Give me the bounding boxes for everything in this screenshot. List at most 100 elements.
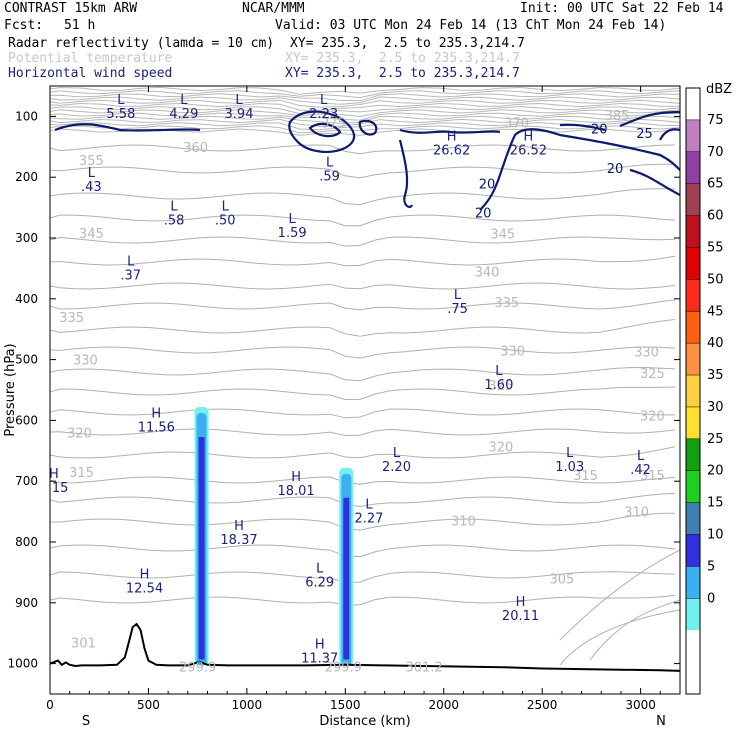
wind-contour-line (54, 123, 201, 132)
extremum-kind: H (524, 130, 534, 145)
wind-contour-line (629, 168, 680, 196)
extremum-kind: L (495, 364, 503, 379)
fcst-value: 51 h (64, 18, 96, 33)
x-tick-label: 1500 (330, 698, 361, 712)
terrain-line (50, 622, 680, 672)
extremum-kind: L (566, 446, 574, 461)
extremum-kind: L (365, 498, 373, 513)
theta-label: 340 (475, 265, 500, 280)
theta-contour-line (50, 446, 676, 459)
theta-contour-line (50, 594, 676, 606)
colorbar-label: 35 (707, 368, 724, 383)
extremum-kind: L (637, 449, 645, 464)
extremum-value: 11.56 (138, 420, 175, 435)
field-reflectivity-xy: XY= 235.3, 2.5 to 235.3,214.7 (290, 36, 525, 51)
extremum-kind: L (393, 446, 401, 461)
x-tick-label: 3000 (625, 698, 656, 712)
colorbar-swatch (686, 279, 700, 312)
extremum-kind: H (315, 637, 325, 652)
theta-contour-line (50, 282, 676, 290)
theta-label: 320 (67, 427, 92, 442)
wind-contour-label: 20 (591, 123, 608, 138)
y-axis-label: Pressure (hPa) (3, 343, 18, 436)
theta-label: 325 (488, 379, 513, 394)
extremum-kind: H (49, 467, 59, 482)
reflectivity-columns (194, 407, 354, 666)
wind-contour-label: 20 (475, 206, 492, 221)
colorbar-swatch (686, 566, 700, 599)
theta-contours (50, 86, 680, 666)
y-tick-label: 100 (15, 109, 38, 123)
extremum-value: 2.27 (354, 512, 383, 527)
theta-label: 330 (634, 346, 659, 361)
wind-contour-line (398, 139, 414, 209)
extremum-value: .42 (630, 463, 651, 478)
y-tick-label: 900 (15, 596, 38, 610)
x-tick-label: 2500 (527, 698, 558, 712)
extremum-kind: H (140, 567, 150, 582)
extremum-value: .50 (215, 214, 236, 229)
theta-contour-line (50, 366, 676, 382)
extremum-kind: L (127, 254, 135, 269)
extremum-kind: H (291, 470, 301, 485)
init-time: Init: 00 UTC Sat 22 Feb 14 (520, 1, 724, 16)
y-tick-label: 300 (15, 231, 38, 245)
colorbar-swatch (686, 470, 700, 503)
extremum-value: 1.59 (278, 226, 307, 241)
wind-contours (54, 110, 680, 211)
colorbar-swatch (686, 247, 700, 280)
extremum-kind: L (289, 212, 297, 227)
colorbar-swatch (686, 88, 700, 120)
x-tick-label: 0 (46, 698, 54, 712)
wind-contour-label: 20 (479, 177, 496, 192)
extremum-value: 3.94 (225, 107, 254, 122)
theta-contour-line (50, 125, 680, 134)
reflectivity-column-max (198, 437, 205, 660)
extremum-value: .75 (447, 302, 468, 317)
theta-label: 310 (451, 515, 476, 530)
theta-label: 320 (488, 441, 513, 456)
colorbar-swatch (686, 598, 700, 631)
wind-contour-line (288, 110, 356, 154)
extremum-kind: L (235, 93, 243, 108)
theta-label: 301.2 (405, 661, 442, 676)
theta-contour-line (559, 549, 680, 641)
theta-contour-line (50, 96, 680, 105)
theta-contour-line (50, 299, 676, 311)
colorbar-frame (685, 87, 701, 695)
y-tick-label: 400 (15, 292, 38, 306)
field-theta-xy: XY= 235.3, 2.5 to 235.3,214.7 (285, 51, 520, 66)
wind-contour-line (479, 128, 680, 211)
valid-time: Valid: 03 UTC Mon 24 Feb 14 (13 ChT Mon … (275, 18, 667, 33)
fcst-label: Fcst: (4, 18, 44, 33)
org-label: NCAR/MMM (242, 1, 305, 16)
colorbar-label: 45 (707, 304, 724, 319)
extremum-kind: L (454, 288, 462, 303)
colorbar-swatch (686, 311, 700, 344)
theta-contour-line (50, 255, 676, 267)
extremum-kind: L (170, 200, 178, 215)
colorbar-swatch (686, 662, 700, 694)
wind-contour-label: 25 (636, 127, 653, 142)
theta-contour-line (50, 571, 676, 583)
theta-contour-line (50, 90, 680, 99)
colorbar-label: 50 (707, 272, 724, 287)
theta-contour-line (50, 106, 680, 115)
colorbar-label: 30 (707, 400, 724, 415)
extremum-kind: H (516, 595, 526, 610)
theta-contour-line (50, 408, 675, 419)
south-label: S (82, 714, 90, 729)
field-theta-name: Potential temperature (8, 51, 173, 66)
extremum-kind: L (180, 93, 188, 108)
colorbar-label: 15 (707, 496, 724, 511)
theta-contour-line (50, 386, 676, 401)
wind-contour-line (619, 110, 680, 128)
extremum-value: 2.20 (382, 460, 411, 475)
theta-contour-line (50, 346, 676, 359)
x-axis-label: Distance (km) (319, 714, 410, 729)
theta-contour-line (50, 86, 680, 95)
extremum-value: .59 (319, 169, 340, 184)
extremum-value: 2.15 (39, 481, 68, 496)
